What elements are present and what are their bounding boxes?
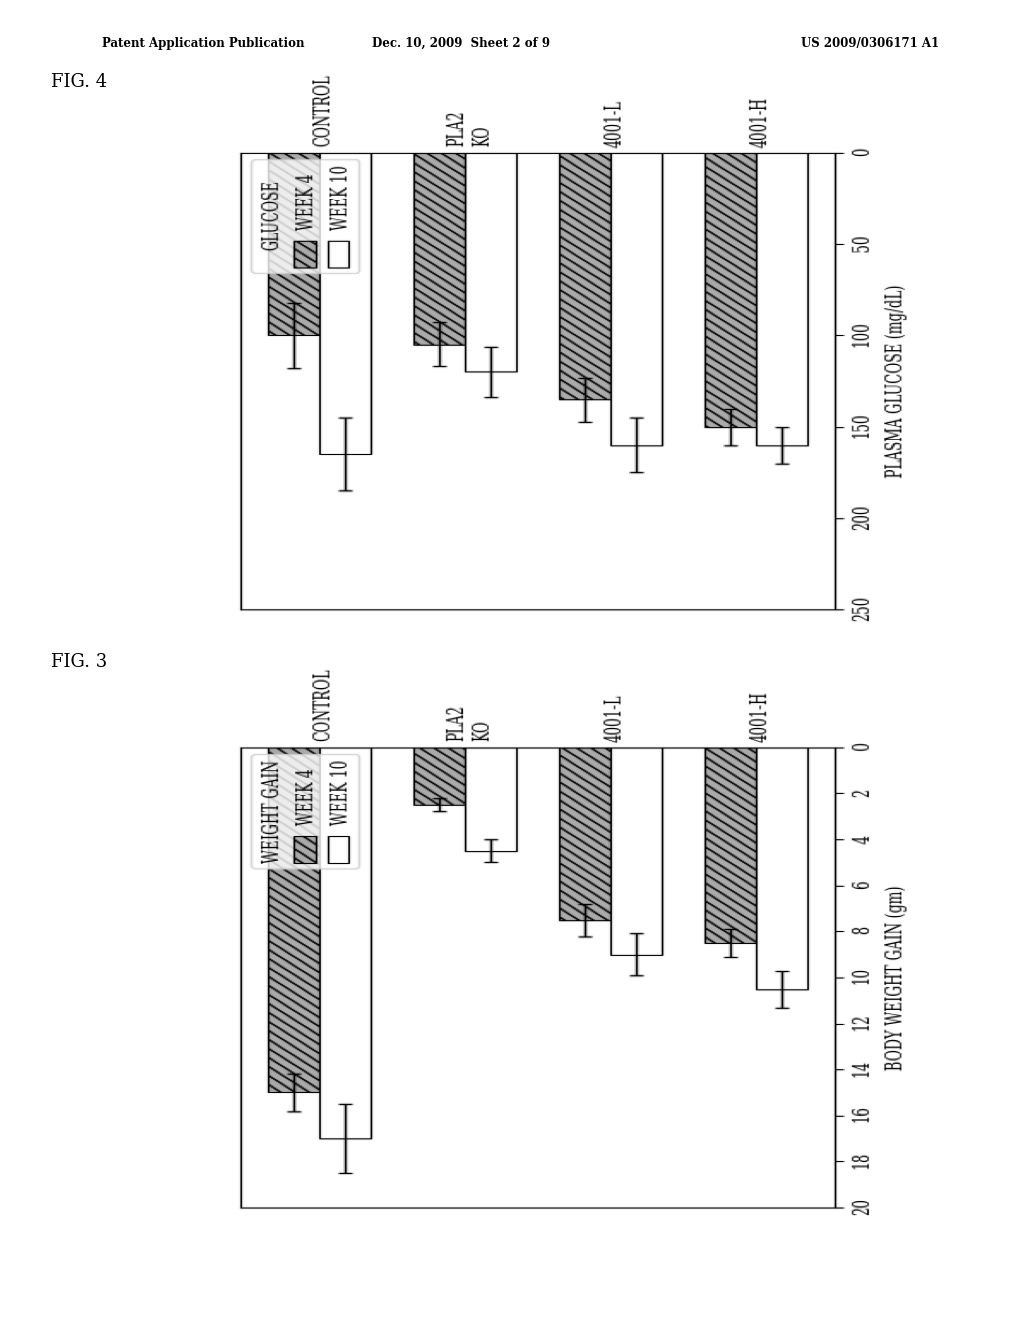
Text: US 2009/0306171 A1: US 2009/0306171 A1 <box>802 37 939 50</box>
Text: FIG. 3: FIG. 3 <box>51 653 108 672</box>
Text: FIG. 4: FIG. 4 <box>51 73 108 91</box>
Text: Dec. 10, 2009  Sheet 2 of 9: Dec. 10, 2009 Sheet 2 of 9 <box>372 37 550 50</box>
Text: Patent Application Publication: Patent Application Publication <box>102 37 305 50</box>
